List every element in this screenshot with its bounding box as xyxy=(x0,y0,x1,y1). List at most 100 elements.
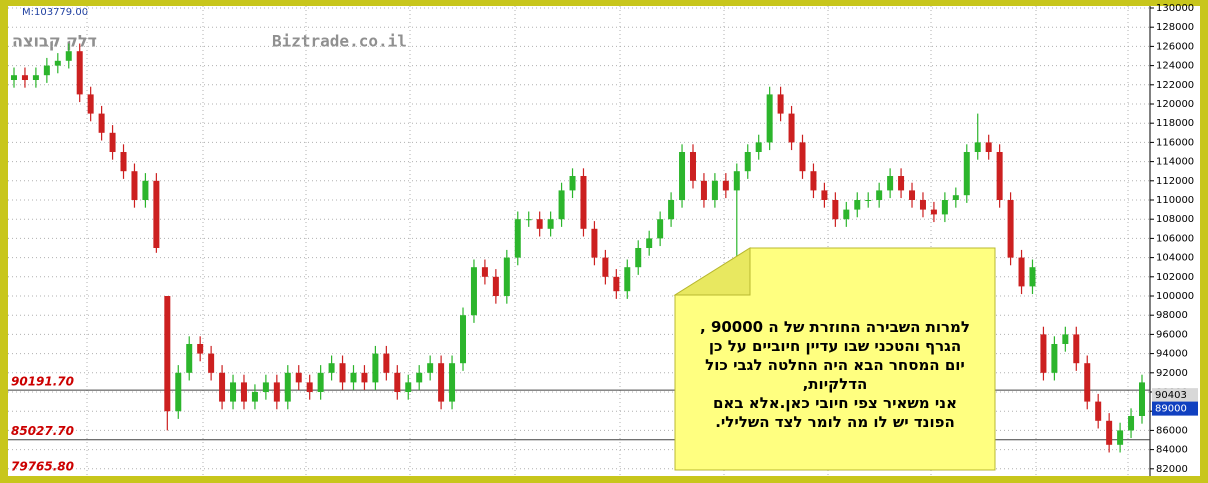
candle-body xyxy=(1106,420,1113,445)
y-tick-label: 102000 xyxy=(1156,272,1194,283)
candle-body xyxy=(799,142,806,172)
candle-body xyxy=(11,75,17,80)
candle-body xyxy=(416,372,423,383)
candle-body xyxy=(909,190,916,200)
candle-body xyxy=(197,343,204,354)
candle-body xyxy=(1117,430,1124,445)
candle-body xyxy=(624,267,631,292)
watermark-center: Biztrade.co.il xyxy=(272,32,407,51)
candle-body xyxy=(876,190,883,200)
y-tick-label: 100000 xyxy=(1156,291,1194,302)
candle-body xyxy=(328,363,335,373)
candle-body xyxy=(240,382,247,402)
candle-body xyxy=(54,60,61,66)
candle-body xyxy=(887,175,894,191)
candle-body xyxy=(1062,334,1069,344)
y-tick-label: 124000 xyxy=(1156,61,1194,72)
candle-body xyxy=(230,382,237,402)
candle-body xyxy=(974,142,981,152)
candle-body xyxy=(525,219,532,221)
candle-body xyxy=(854,199,861,210)
candle-body xyxy=(153,180,160,248)
candle-body xyxy=(219,372,226,402)
candle-body xyxy=(536,219,543,229)
note: למרות השבירה החוזרת של ה 90000 , הגרף והט… xyxy=(680,318,990,432)
candle-body xyxy=(186,343,193,373)
candle-body xyxy=(339,363,346,383)
candle-body xyxy=(317,372,324,392)
note-line: יום המסחר הבא היה החלטה לגבי כול xyxy=(705,356,965,374)
candle-body xyxy=(295,372,302,383)
candle-body xyxy=(744,151,751,172)
candle-body xyxy=(1007,199,1014,258)
price-marker xyxy=(1152,401,1198,416)
candle-body xyxy=(427,363,434,373)
candle-body xyxy=(251,391,258,402)
candle-body xyxy=(492,276,499,296)
plot-background xyxy=(8,6,1200,476)
y-tick-label: 128000 xyxy=(1156,22,1194,33)
candle-body xyxy=(481,267,488,277)
y-tick-label: 112000 xyxy=(1156,176,1194,187)
level-label: 85027.70 xyxy=(11,424,74,438)
candle-body xyxy=(208,353,215,373)
y-tick-label: 94000 xyxy=(1156,349,1188,360)
candle-body xyxy=(963,151,970,196)
candle-body xyxy=(142,180,149,200)
candle-body xyxy=(1095,401,1102,421)
candle-body xyxy=(514,219,521,258)
y-tick-label: 116000 xyxy=(1156,137,1194,148)
candle-body xyxy=(985,142,992,152)
candle-body xyxy=(569,175,576,191)
candle-body xyxy=(591,228,598,258)
candle-body xyxy=(449,363,456,402)
note-fold xyxy=(673,247,751,296)
note-line: למרות השבירה החוזרת של ה 90000 , xyxy=(700,318,970,336)
note-line: הגרף והטכני שבו עדיין חיוביים על כן xyxy=(708,337,962,355)
candle-body xyxy=(65,51,72,61)
price-marker-label: 89000 xyxy=(1155,404,1187,415)
y-tick-label: 130000 xyxy=(1156,3,1194,14)
level-label: 79765.80 xyxy=(11,460,74,474)
candle-body xyxy=(470,267,477,316)
candle-body xyxy=(361,372,368,383)
candle-body xyxy=(766,94,773,143)
candle-body xyxy=(306,382,313,392)
candle-body xyxy=(711,180,718,200)
candle-body xyxy=(919,199,926,210)
candle-body xyxy=(284,372,291,402)
candle-body xyxy=(733,171,740,191)
y-tick-label: 92000 xyxy=(1156,368,1188,379)
note-line: הדלקיות, xyxy=(802,375,868,393)
y-tick-label: 122000 xyxy=(1156,80,1194,91)
candle-body xyxy=(1029,267,1036,287)
y-tick-label: 104000 xyxy=(1156,253,1194,264)
y-tick-label: 126000 xyxy=(1156,41,1194,52)
candle-body xyxy=(1139,382,1145,416)
price-marker-label: 90403 xyxy=(1155,390,1187,401)
candle-body xyxy=(777,94,784,114)
candle-body xyxy=(372,353,379,383)
candle-body xyxy=(405,382,412,392)
candle-body xyxy=(460,315,467,364)
watermark-left: דלק קבוצה xyxy=(12,32,97,51)
note-line: אני משאיר צפי חיובי כאן.אלא באם xyxy=(712,394,958,412)
candle-body xyxy=(941,199,948,215)
y-tick-label: 86000 xyxy=(1156,425,1188,436)
y-tick-label: 114000 xyxy=(1156,157,1194,168)
candle-body xyxy=(131,171,138,200)
candle-body xyxy=(394,372,401,392)
candle-body xyxy=(43,65,50,76)
candle-body xyxy=(109,132,116,152)
candle-body xyxy=(558,190,565,220)
candle-body xyxy=(350,372,357,383)
candle-body xyxy=(865,199,872,201)
candle-body xyxy=(602,257,609,277)
candle-body xyxy=(635,247,642,268)
candle-body xyxy=(613,276,620,292)
candle-body xyxy=(1073,334,1080,364)
candle-body xyxy=(383,353,390,373)
candle-body xyxy=(788,113,795,143)
candle-body xyxy=(952,195,959,200)
